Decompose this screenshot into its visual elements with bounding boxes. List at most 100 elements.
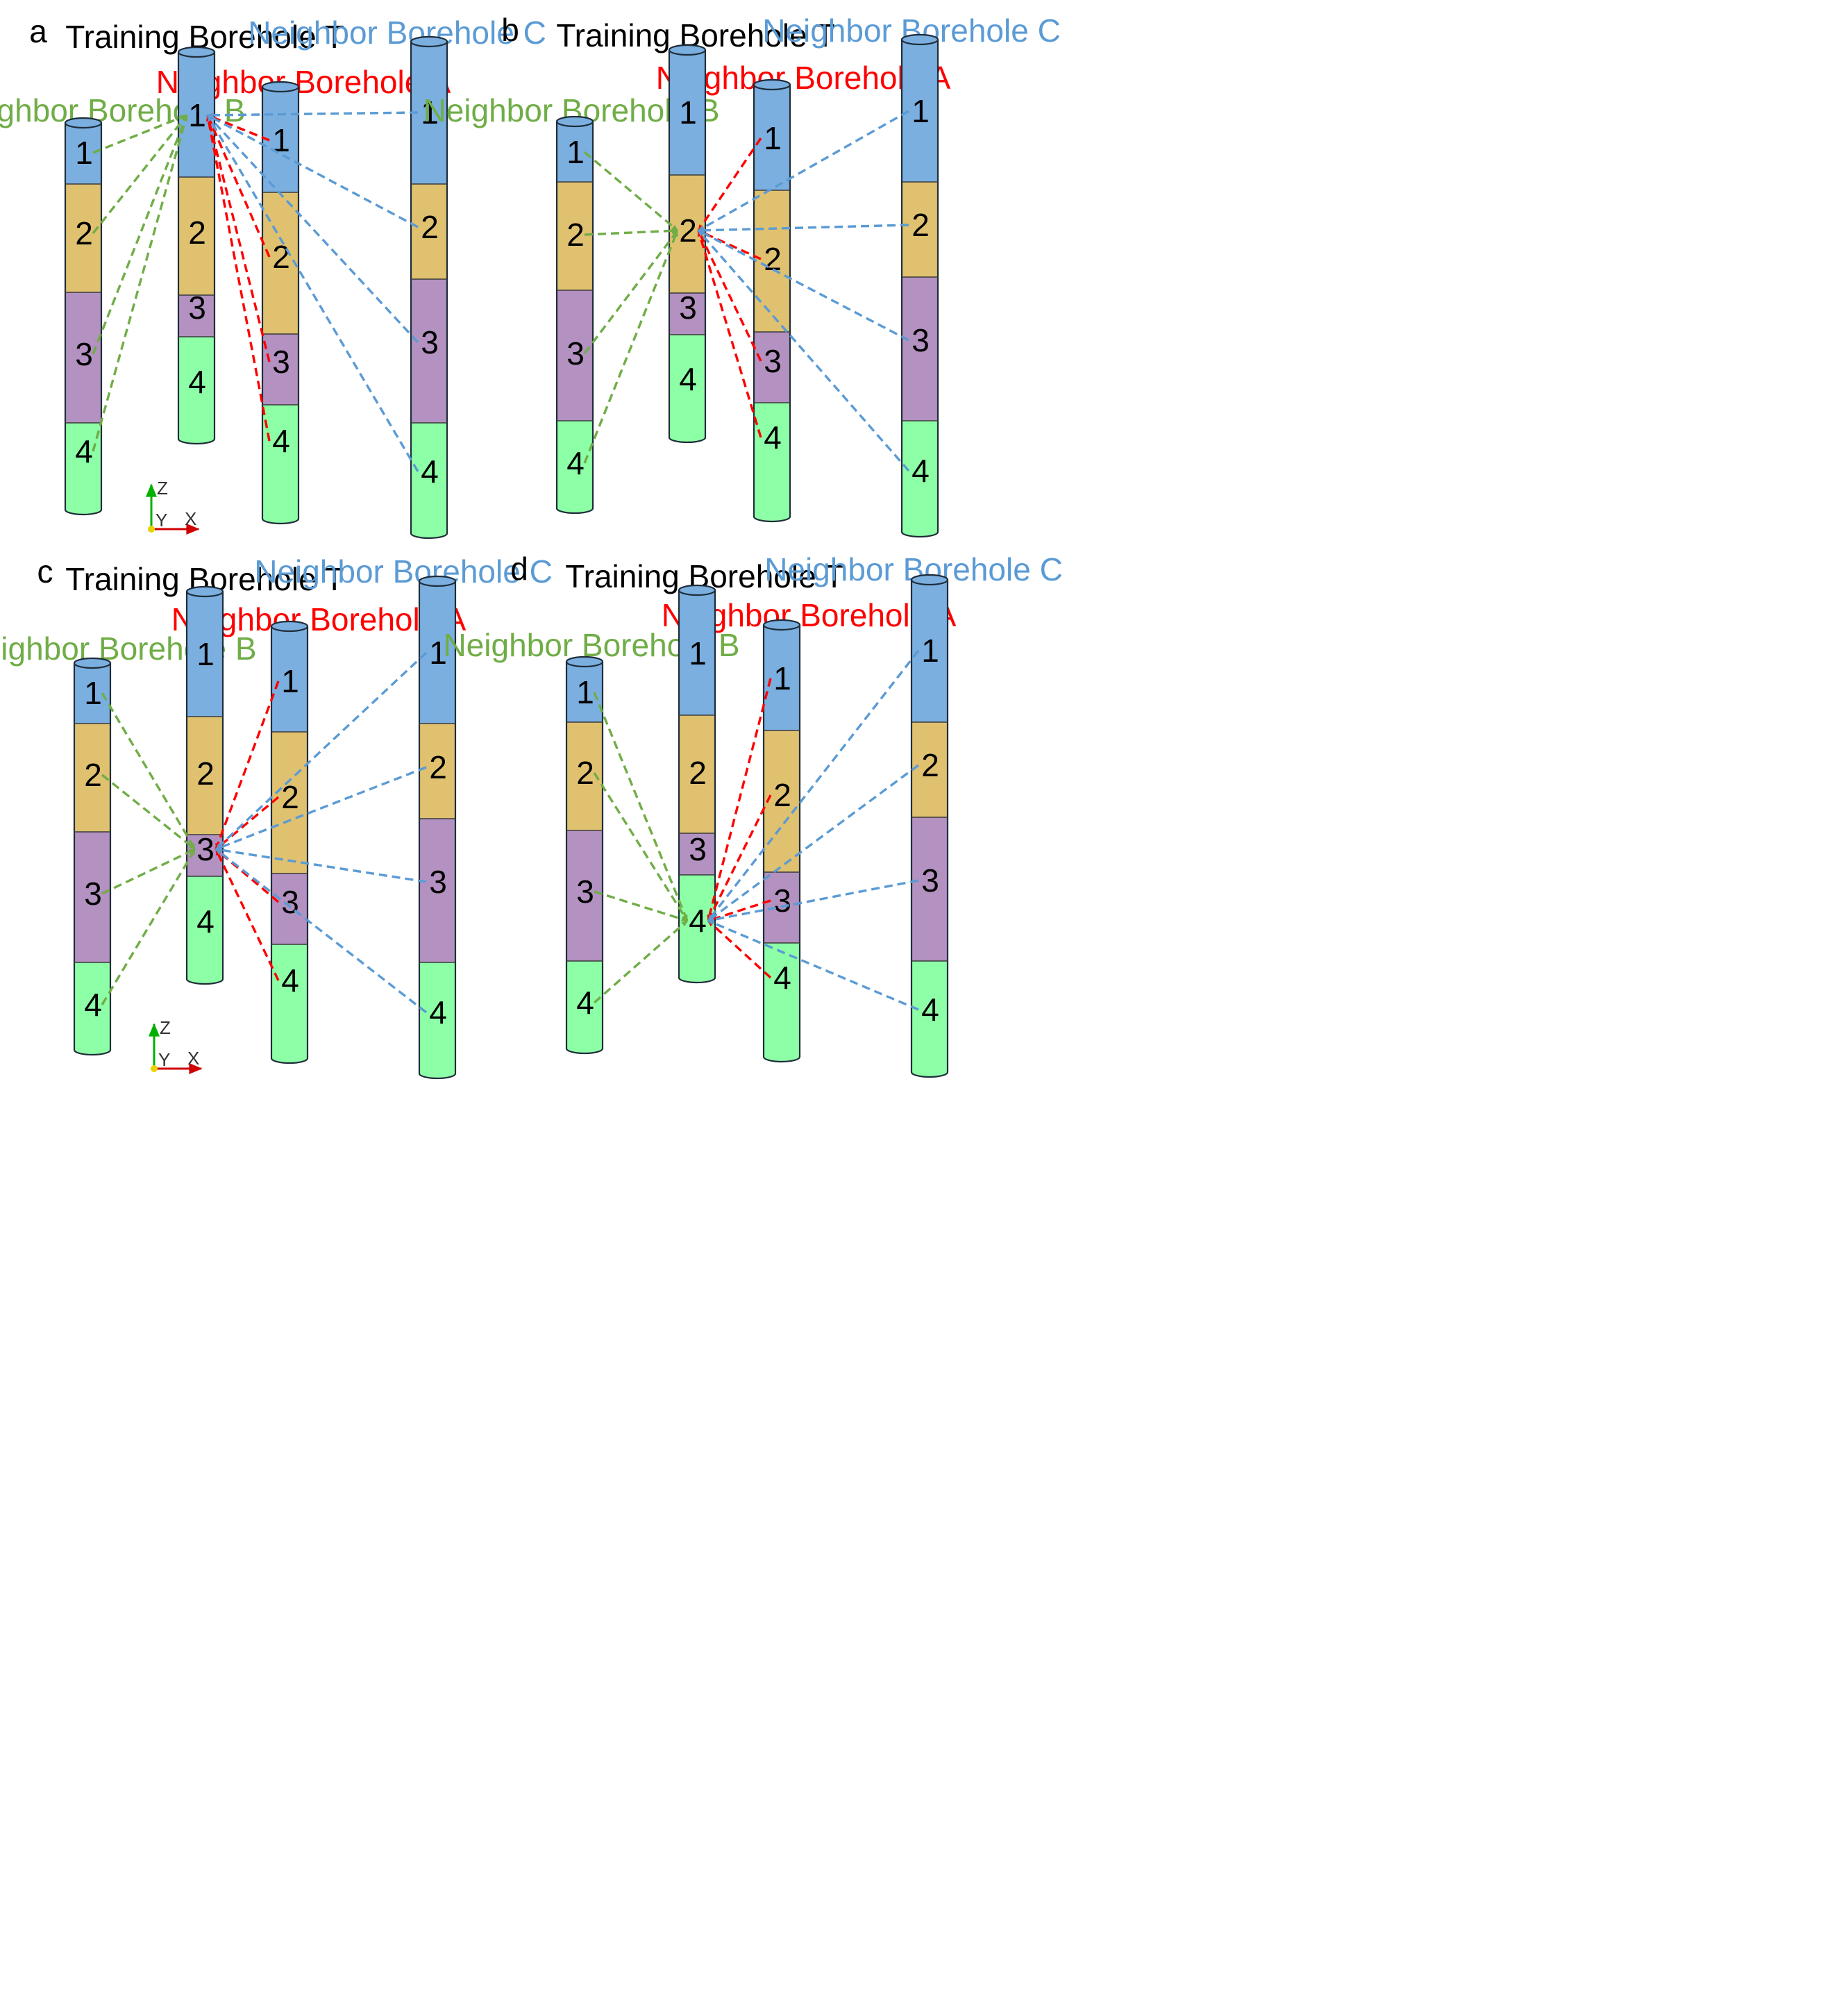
link-b4-to-t1 [92, 115, 188, 452]
layer-4-segment [902, 421, 938, 532]
borehole-top-cap [270, 620, 309, 633]
link-b1-to-t2 [583, 151, 679, 232]
layer-1-label: 1 [429, 635, 447, 671]
layer-3-segment [419, 819, 455, 962]
layer-4-segment [187, 876, 223, 979]
layer-4-label: 4 [912, 453, 930, 489]
y-axis-label: Y [158, 1049, 170, 1070]
link-b1-to-t3 [101, 692, 196, 850]
link-c2-to-t3 [215, 766, 427, 851]
layer-1-label: 1 [421, 94, 439, 131]
link-c3-to-t4 [707, 879, 919, 923]
borehole-top-cap [668, 44, 707, 56]
layer-3-label: 3 [689, 831, 707, 867]
layer-1-label: 1 [188, 97, 206, 133]
layer-2-segment [411, 184, 447, 279]
layer-2-label: 2 [281, 779, 299, 815]
link-b2-to-t3 [101, 774, 196, 851]
borehole-t: 1 2 3 4 [177, 46, 216, 445]
layer-4-label: 4 [764, 419, 782, 456]
link-a2-to-t4 [707, 794, 772, 921]
link-c1-to-t4 [707, 649, 920, 922]
layer-2-label: 2 [75, 215, 93, 251]
layer-3-label: 3 [188, 290, 206, 326]
layer-3-segment [669, 293, 705, 335]
layer-2-label: 2 [188, 215, 206, 251]
link-b3-to-t1 [92, 115, 188, 355]
layer-4-label: 4 [281, 962, 299, 998]
borehole-top-cap [261, 81, 300, 93]
layer-3-label: 3 [429, 864, 447, 900]
link-c1-to-t3 [215, 651, 428, 851]
layer-4-segment [74, 962, 110, 1050]
link-b2-to-t4 [593, 772, 689, 921]
y-axis-label: Y [156, 510, 167, 530]
layer-3-label: 3 [773, 883, 791, 919]
layer-4-label: 4 [689, 903, 707, 939]
link-a2-to-t1 [206, 115, 271, 258]
layer-3-label: 3 [281, 884, 299, 920]
layer-3-segment [262, 334, 299, 405]
layer-4-segment [754, 403, 790, 517]
layer-1-segment [187, 592, 223, 717]
layer-4-segment [764, 943, 800, 1057]
axis-triad: ZY X [149, 1017, 203, 1074]
layer-2-label: 2 [773, 777, 791, 813]
layer-2-label: 2 [912, 207, 930, 243]
link-b3-to-t2 [583, 229, 679, 355]
link-a1-to-t2 [697, 137, 762, 231]
link-c4-to-t3 [215, 848, 428, 1014]
layer-2-segment [419, 724, 455, 819]
axis-origin [151, 1065, 158, 1072]
layer-1-label: 1 [689, 635, 707, 671]
z-axis-label: Z [160, 1017, 171, 1038]
axis-triad: ZY X [146, 478, 200, 535]
link-b2-to-t1 [92, 114, 188, 235]
layer-4-label: 4 [272, 423, 290, 459]
layer-2-label: 2 [679, 212, 697, 249]
layer-4-label: 4 [75, 433, 93, 469]
layer-2-segment [912, 722, 948, 817]
layer-3-label: 3 [576, 874, 594, 910]
x-axis-label: X [187, 1048, 199, 1069]
layer-1-label: 1 [764, 120, 782, 156]
layer-4-segment [411, 423, 447, 533]
layer-2-label: 2 [196, 755, 215, 792]
layer-4-label: 4 [921, 992, 939, 1028]
borehole-b: 1 2 3 4 [73, 657, 112, 1056]
borehole-top-cap [177, 46, 216, 58]
layer-1-segment [566, 662, 603, 722]
link-c2-to-t2 [698, 224, 909, 233]
borehole-top-cap [900, 33, 939, 46]
layer-2-segment [178, 177, 215, 295]
link-a4-to-t4 [707, 919, 772, 979]
link-a4-to-t3 [215, 849, 280, 981]
layer-3-segment [65, 292, 101, 423]
layer-2-label: 2 [84, 757, 102, 793]
layer-4-label: 4 [188, 364, 206, 400]
link-c3-to-t2 [698, 229, 909, 342]
layer-1-segment [557, 122, 593, 182]
layer-4-label: 4 [421, 453, 439, 490]
layer-2-label: 2 [429, 749, 447, 785]
axis-origin [148, 526, 155, 533]
link-b4-to-t3 [101, 849, 196, 1005]
layer-2-label: 2 [576, 755, 594, 791]
layer-1-label: 1 [921, 633, 939, 669]
layer-3-segment [74, 832, 110, 962]
layer-2-segment [679, 715, 715, 833]
borehole-top-cap [185, 585, 224, 598]
layer-4-segment [566, 961, 603, 1048]
layer-3-label: 3 [764, 343, 782, 379]
layer-2-segment [557, 182, 593, 290]
link-b2-to-t2 [584, 228, 678, 236]
panel-letter: c [37, 553, 53, 590]
layer-2-segment [65, 184, 101, 292]
panel-letter: d [510, 551, 528, 587]
